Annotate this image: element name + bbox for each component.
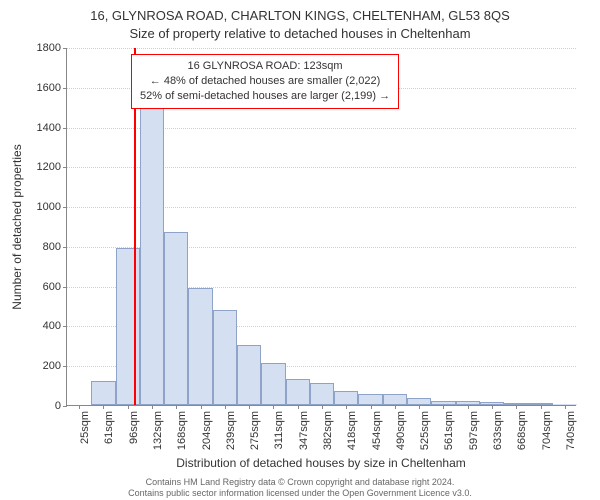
x-tick-label: 61sqm xyxy=(103,411,115,444)
x-tick-label: 597sqm xyxy=(468,411,480,450)
x-tick-mark xyxy=(346,405,347,409)
histogram-bar xyxy=(261,363,285,405)
x-tick-label: 239sqm xyxy=(225,411,237,450)
x-tick-label: 490sqm xyxy=(395,411,407,450)
histogram-bar xyxy=(116,248,140,405)
x-tick-mark xyxy=(468,405,469,409)
footer-line-2: Contains public sector information licen… xyxy=(0,488,600,499)
chart-title-subtitle: Size of property relative to detached ho… xyxy=(0,26,600,41)
plot-area: 02004006008001000120014001600180025sqm61… xyxy=(66,48,576,406)
x-tick-label: 418sqm xyxy=(346,411,358,450)
x-tick-label: 525sqm xyxy=(419,411,431,450)
histogram-bar xyxy=(334,391,358,405)
histogram-bar xyxy=(286,379,310,405)
y-tick-label: 1000 xyxy=(37,201,61,213)
x-tick-label: 25sqm xyxy=(79,411,91,444)
histogram-bar xyxy=(407,398,431,405)
x-tick-label: 740sqm xyxy=(565,411,577,450)
y-tick-label: 400 xyxy=(43,320,61,332)
legend-line: 52% of semi-detached houses are larger (… xyxy=(140,89,390,104)
x-tick-label: 168sqm xyxy=(176,411,188,450)
x-tick-mark xyxy=(128,405,129,409)
x-tick-mark xyxy=(443,405,444,409)
histogram-bar xyxy=(164,232,188,405)
histogram-bar xyxy=(91,381,115,405)
histogram-bar xyxy=(213,310,237,405)
y-tick-label: 200 xyxy=(43,360,61,372)
figure: 16, GLYNROSA ROAD, CHARLTON KINGS, CHELT… xyxy=(0,0,600,500)
histogram-bar xyxy=(237,345,261,405)
x-axis-label: Distribution of detached houses by size … xyxy=(66,456,576,470)
x-tick-mark xyxy=(225,405,226,409)
y-tick-label: 1800 xyxy=(37,42,61,54)
legend-line: 16 GLYNROSA ROAD: 123sqm xyxy=(140,59,390,74)
x-tick-label: 132sqm xyxy=(152,411,164,450)
y-tick-label: 1400 xyxy=(37,122,61,134)
x-tick-label: 96sqm xyxy=(128,411,140,444)
legend-box: 16 GLYNROSA ROAD: 123sqm← 48% of detache… xyxy=(131,54,399,109)
legend-line: ← 48% of detached houses are smaller (2,… xyxy=(140,74,390,89)
x-tick-label: 454sqm xyxy=(371,411,383,450)
x-tick-mark xyxy=(273,405,274,409)
y-tick-label: 1200 xyxy=(37,161,61,173)
footer-line-1: Contains HM Land Registry data © Crown c… xyxy=(0,477,600,488)
histogram-bar xyxy=(383,394,407,405)
x-tick-mark xyxy=(322,405,323,409)
x-tick-mark xyxy=(419,405,420,409)
x-tick-label: 668sqm xyxy=(516,411,528,450)
x-tick-label: 347sqm xyxy=(298,411,310,450)
x-tick-mark xyxy=(298,405,299,409)
y-tick-label: 1600 xyxy=(37,82,61,94)
x-tick-mark xyxy=(371,405,372,409)
x-tick-label: 704sqm xyxy=(541,411,553,450)
y-axis-label: Number of detached properties xyxy=(10,48,24,406)
x-tick-mark xyxy=(79,405,80,409)
x-tick-label: 204sqm xyxy=(201,411,213,450)
x-tick-mark xyxy=(516,405,517,409)
x-tick-label: 311sqm xyxy=(273,411,285,449)
histogram-bar xyxy=(140,79,164,405)
histogram-bar xyxy=(188,288,212,405)
x-tick-label: 275sqm xyxy=(249,411,261,450)
histogram-bar xyxy=(358,394,382,405)
x-tick-mark xyxy=(395,405,396,409)
x-tick-mark xyxy=(249,405,250,409)
y-tick-label: 600 xyxy=(43,281,61,293)
y-tick-label: 0 xyxy=(55,400,61,412)
x-tick-mark xyxy=(103,405,104,409)
x-tick-mark xyxy=(201,405,202,409)
y-tick-label: 800 xyxy=(43,241,61,253)
x-tick-label: 382sqm xyxy=(322,411,334,450)
histogram-bar xyxy=(310,383,334,405)
chart-title-address: 16, GLYNROSA ROAD, CHARLTON KINGS, CHELT… xyxy=(0,8,600,23)
x-tick-label: 633sqm xyxy=(492,411,504,450)
x-tick-label: 561sqm xyxy=(443,411,455,450)
x-tick-mark xyxy=(176,405,177,409)
x-tick-mark xyxy=(152,405,153,409)
x-tick-mark xyxy=(565,405,566,409)
x-tick-mark xyxy=(541,405,542,409)
x-tick-mark xyxy=(492,405,493,409)
gridline xyxy=(67,48,576,49)
